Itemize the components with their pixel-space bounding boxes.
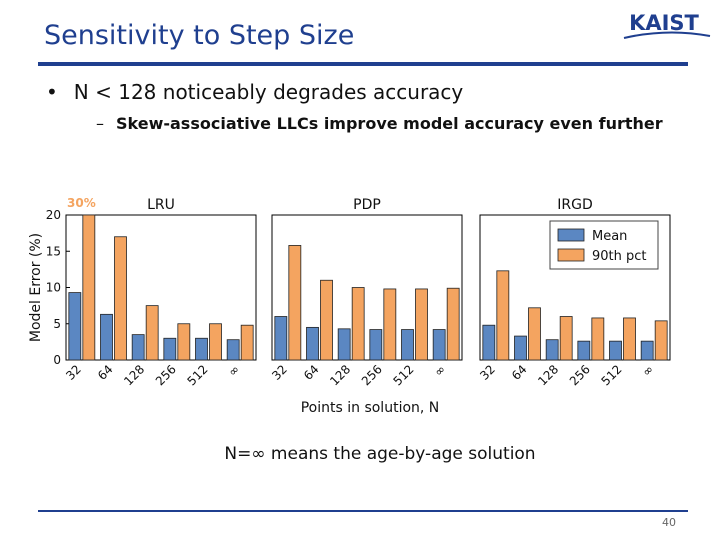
panel-frame [271,214,463,361]
x-tick-label: 32 [477,362,498,383]
x-tick-label: 64 [95,362,116,383]
sub-bullet-dash: – [96,114,104,133]
p90-bar [623,317,636,361]
p90-bar [446,287,460,361]
p90-bar [177,323,191,361]
y-tick-label: 10 [46,281,61,295]
mean-bar [514,335,527,361]
x-tick-label: 32 [269,362,290,383]
mean-bar [401,329,414,361]
x-tick-label: 64 [301,362,322,383]
mean-bar [337,328,351,361]
x-tick-label: 256 [359,362,385,388]
x-tick-label: 256 [567,362,593,388]
mean-bar [68,292,82,361]
mean-bar [369,329,383,361]
mean-bar [226,339,240,361]
p90-bar [591,317,605,361]
x-tick-label: ∞ [639,362,656,379]
p90-bar [496,270,510,361]
slide-title: Sensitivity to Step Size [44,20,355,51]
legend-swatch [557,228,585,242]
kaist-logo: KAIST [623,11,711,39]
mean-bar [577,340,591,361]
x-tick-label: 128 [535,362,561,388]
logo-text: KAIST [629,11,699,35]
x-axis-label: Points in solution, N [301,400,440,416]
panel-frame [479,214,671,361]
y-axis-label: Model Error (%) [28,233,44,342]
x-tick-label: 512 [391,362,417,388]
p90-bar [654,320,668,361]
p90-bar [145,305,159,361]
mean-bar [432,329,446,361]
panel-title: LRU [147,197,175,213]
mean-bar [306,326,319,361]
sub-bullet-item: – Skew-associative LLCs improve model acc… [96,114,663,133]
footer-divider [38,510,688,512]
p90-bar [82,214,96,361]
x-tick-label: 64 [509,362,530,383]
y-tick-label: 15 [46,244,61,258]
panel-title: IRGD [557,197,593,213]
p90-bar [240,324,254,361]
p90-bar [415,288,428,361]
mean-bar [131,334,145,361]
mean-bar [482,324,496,361]
mean-bar [609,340,622,361]
legend-swatch [557,248,585,262]
bullet-text: N < 128 noticeably degrades accuracy [73,80,464,104]
sub-bullet-text: Skew-associative LLCs improve model accu… [116,114,663,133]
mean-bar [274,316,288,361]
panel-frame [65,214,257,361]
p90-bar [528,307,541,361]
x-tick-label: 128 [327,362,353,388]
p90-bar [209,323,222,361]
p90-bar [383,288,397,361]
p90-bar [559,316,573,361]
p90-bar [351,287,365,361]
mean-bar [640,340,654,361]
p90-bar [320,279,333,361]
mean-bar [545,339,559,361]
y-tick-label: 0 [53,353,61,367]
mean-bar [195,337,208,361]
footnote: N=∞ means the age-by-age solution [224,444,536,464]
bullet-dot: • [46,80,58,104]
y-tick-label: 5 [53,317,61,331]
x-tick-label: 512 [599,362,625,388]
legend-label: 90th pct [592,249,647,264]
x-tick-label: 512 [185,362,211,388]
y-tick-label: 20 [46,208,61,222]
legend-label: Mean [592,229,627,244]
panel-title: PDP [353,197,381,213]
x-tick-label: 128 [121,362,147,388]
mean-bar [100,313,113,361]
p90-bar [288,245,302,361]
x-tick-label: 32 [63,362,84,383]
logo-swoosh [623,31,711,39]
title-divider [38,62,688,66]
x-tick-label: ∞ [431,362,448,379]
mean-bar [163,337,177,361]
p90-bar [114,236,127,361]
bullet-item: • N < 128 noticeably degrades accuracy [46,80,463,104]
x-tick-label: 256 [153,362,179,388]
overflow-callout: 30% [67,196,96,210]
x-tick-label: ∞ [225,362,242,379]
page-number: 40 [662,516,676,529]
